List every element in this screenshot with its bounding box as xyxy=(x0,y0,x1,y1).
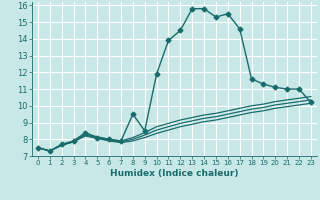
X-axis label: Humidex (Indice chaleur): Humidex (Indice chaleur) xyxy=(110,169,239,178)
